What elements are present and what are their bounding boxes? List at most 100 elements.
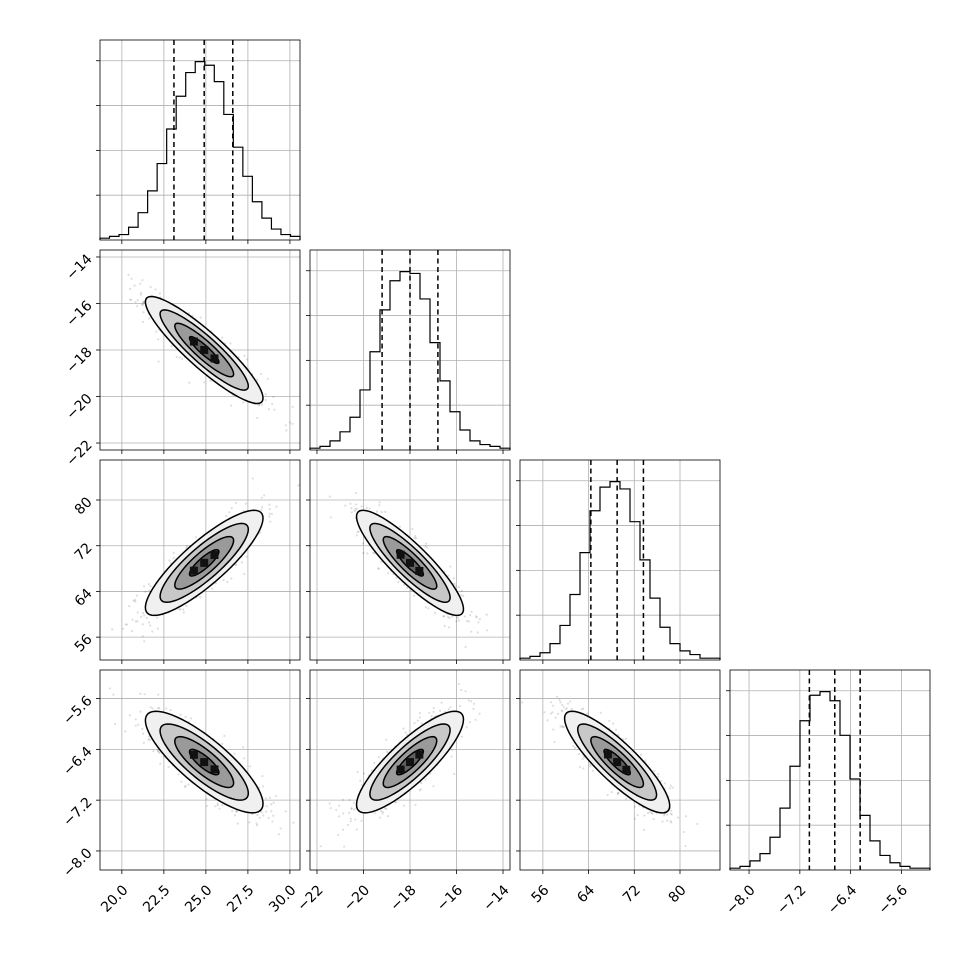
scatter-point — [143, 614, 146, 617]
scatter-point — [214, 582, 218, 585]
scatter-point — [397, 581, 400, 584]
scatter-point — [222, 579, 225, 582]
scatter-point — [355, 507, 358, 510]
panel-2-0: 56 64 72 80 — [72, 459, 301, 665]
scatter-point — [670, 821, 673, 824]
scatter-point — [425, 546, 428, 549]
scatter-point — [349, 817, 352, 820]
scatter-point — [443, 614, 446, 618]
scatter-point — [269, 520, 272, 523]
scatter-point — [424, 778, 427, 781]
scatter-point — [582, 767, 585, 770]
scatter-point — [350, 507, 353, 510]
scatter-point — [356, 770, 359, 773]
scatter-point — [109, 663, 111, 665]
panel-content — [127, 273, 294, 432]
scatter-point — [360, 819, 363, 822]
scatter-point — [451, 748, 454, 751]
scatter-point — [134, 300, 137, 304]
scatter-point — [209, 379, 212, 383]
scatter-point — [260, 508, 263, 511]
scatter-point — [404, 731, 407, 734]
scatter-point — [460, 689, 463, 692]
scatter-point — [430, 714, 433, 718]
scatter-point — [447, 708, 450, 711]
scatter-point — [243, 757, 246, 760]
scatter-point — [671, 786, 674, 789]
scatter-point — [270, 803, 273, 806]
scatter-point — [556, 695, 559, 699]
scatter-point — [379, 809, 383, 812]
scatter-point — [129, 298, 132, 301]
scatter-point — [449, 706, 452, 709]
scatter-point — [134, 600, 137, 603]
scatter-point — [235, 810, 238, 814]
scatter-point — [143, 640, 146, 643]
y-tick-label: −5.6 — [60, 693, 95, 728]
panel-3-0: 20.0 22.5 25.0 27.5 30.0 −8.0 −7.2 −6.4 −5.6 — [60, 669, 301, 916]
scatter-point — [456, 616, 459, 620]
scatter-point — [353, 509, 356, 513]
scatter-point — [128, 714, 132, 717]
scatter-point — [549, 712, 552, 715]
scatter-point — [452, 577, 456, 580]
scatter-point — [270, 810, 273, 813]
scatter-point — [398, 525, 402, 528]
scatter-point — [142, 311, 145, 314]
scatter-point — [346, 823, 350, 827]
scatter-point — [178, 356, 182, 359]
scatter-point — [559, 725, 562, 728]
scatter-point — [476, 631, 479, 634]
scatter-point — [178, 608, 181, 611]
panel-3-3: −8.0 −7.2 −6.4 −5.6 — [723, 669, 931, 918]
scatter-point — [329, 807, 332, 810]
scatter-point — [180, 780, 183, 783]
panel-frame — [99, 39, 301, 241]
scatter-point — [610, 791, 613, 794]
scatter-point — [261, 775, 264, 778]
scatter-point — [183, 785, 186, 788]
scatter-point — [428, 711, 431, 714]
scatter-point — [669, 784, 672, 787]
scatter-point — [474, 615, 478, 618]
scatter-point — [199, 596, 202, 599]
scatter-point — [260, 496, 264, 499]
scatter-point — [151, 630, 154, 633]
density-peak-cell — [396, 550, 405, 559]
y-tick-label: −20 — [63, 391, 95, 423]
scatter-point — [266, 377, 269, 380]
scatter-point — [268, 515, 271, 518]
scatter-point — [633, 817, 637, 820]
scatter-point — [142, 585, 146, 588]
scatter-point — [453, 772, 456, 776]
panel-frame — [309, 459, 511, 661]
scatter-point — [669, 812, 672, 815]
scatter-point — [337, 833, 340, 837]
scatter-point — [221, 336, 224, 339]
scatter-point — [179, 608, 182, 611]
scatter-point — [432, 706, 435, 710]
scatter-point — [265, 805, 268, 808]
scatter-point — [350, 807, 353, 810]
scatter-point — [245, 555, 248, 558]
scatter-point — [414, 536, 418, 540]
scatter-point — [342, 812, 345, 815]
scatter-point — [187, 783, 190, 786]
density-peak-cell — [200, 558, 209, 567]
density-peak-cell — [406, 758, 414, 767]
scatter-point — [271, 820, 274, 823]
scatter-point — [129, 287, 132, 291]
scatter-point — [139, 692, 142, 695]
scatter-point — [292, 821, 295, 824]
scatter-point — [472, 707, 475, 710]
scatter-point — [141, 611, 145, 615]
density-peak-cell — [200, 346, 209, 354]
scatter-point — [257, 403, 260, 406]
panel-frame — [519, 669, 721, 871]
scatter-point — [145, 616, 148, 619]
scatter-point — [135, 594, 139, 597]
scatter-point — [136, 611, 139, 614]
scatter-point — [319, 845, 322, 848]
scatter-point — [589, 765, 592, 768]
scatter-point — [652, 817, 655, 821]
